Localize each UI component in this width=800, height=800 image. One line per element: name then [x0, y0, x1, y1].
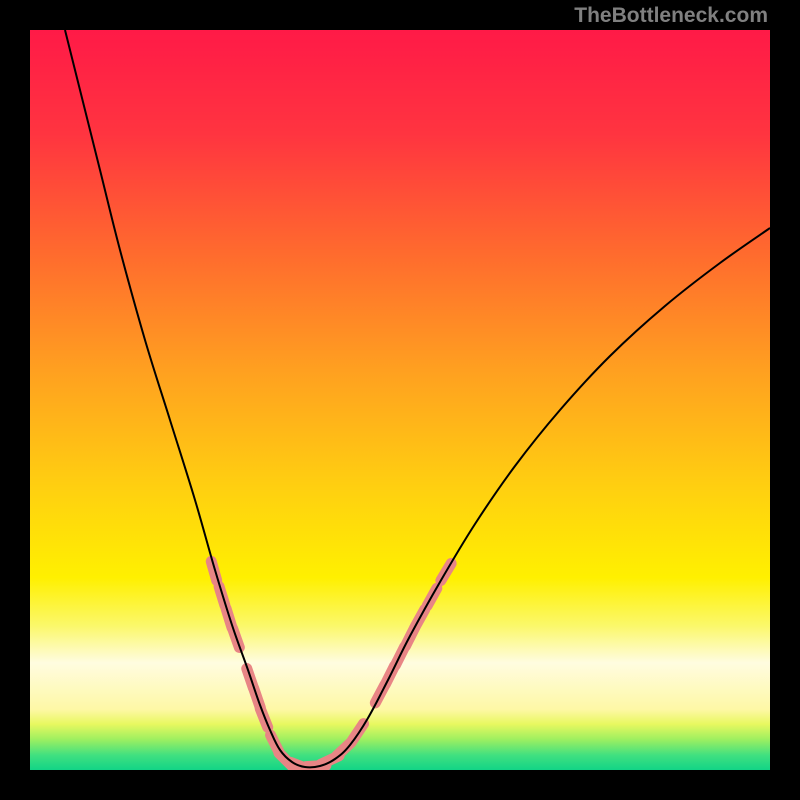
v-curve [65, 30, 770, 767]
dot-pill [352, 724, 363, 741]
chart-canvas: TheBottleneck.com [0, 0, 800, 800]
curve-layer [0, 0, 800, 800]
watermark-text: TheBottleneck.com [574, 4, 768, 28]
